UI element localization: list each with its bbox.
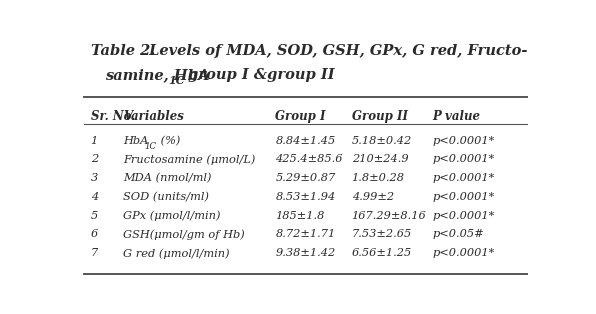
Text: 167.29±8.16: 167.29±8.16 [352,211,426,221]
Text: 2: 2 [91,154,98,164]
Text: p<0.0001*: p<0.0001* [433,248,495,258]
Text: samine, HbA: samine, HbA [104,68,209,82]
Text: p<0.0001*: p<0.0001* [433,136,495,146]
Text: 9.38±1.42: 9.38±1.42 [275,248,336,258]
Text: Levels of MDA, SOD, GSH, GPx, G red, Fructo-: Levels of MDA, SOD, GSH, GPx, G red, Fru… [144,44,527,58]
Text: Fructosamine (μmol/L): Fructosamine (μmol/L) [123,154,255,165]
Text: group I &group II: group I &group II [182,68,334,82]
Text: SOD (units/ml): SOD (units/ml) [123,192,209,202]
Text: 7.53±2.65: 7.53±2.65 [352,229,412,239]
Text: 425.4±85.6: 425.4±85.6 [275,154,343,164]
Text: p<0.05#: p<0.05# [433,229,484,239]
Text: 5: 5 [91,211,98,221]
Text: 4.99±2: 4.99±2 [352,192,394,202]
Text: 1.8±0.28: 1.8±0.28 [352,173,405,183]
Text: 8.53±1.94: 8.53±1.94 [275,192,336,202]
Text: 5.18±0.42: 5.18±0.42 [352,136,412,146]
Text: MDA (nmol/ml): MDA (nmol/ml) [123,173,212,183]
Text: P value: P value [433,110,480,123]
Text: 7: 7 [91,248,98,258]
Text: 185±1.8: 185±1.8 [275,211,325,221]
Text: (%): (%) [157,136,180,146]
Text: 210±24.9: 210±24.9 [352,154,408,164]
Text: 5.29±0.87: 5.29±0.87 [275,173,336,183]
Text: 6: 6 [91,229,98,239]
Text: 8.72±1.71: 8.72±1.71 [275,229,336,239]
Text: 6.56±1.25: 6.56±1.25 [352,248,412,258]
Text: 1C: 1C [168,75,184,86]
Text: Variables: Variables [123,110,184,123]
Text: HbA: HbA [123,136,148,146]
Text: 3: 3 [91,173,98,183]
Text: p<0.0001*: p<0.0001* [433,173,495,183]
Text: Sr. No.: Sr. No. [91,110,135,123]
Text: GSH(μmol/gm of Hb): GSH(μmol/gm of Hb) [123,229,245,240]
Text: Table 2.: Table 2. [91,44,155,58]
Text: Group I: Group I [275,110,326,123]
Text: p<0.0001*: p<0.0001* [433,154,495,164]
Text: Group II: Group II [352,110,408,123]
Text: 1: 1 [91,136,98,146]
Text: 1C: 1C [144,142,156,151]
Text: 4: 4 [91,192,98,202]
Text: GPx (μmol/l/min): GPx (μmol/l/min) [123,211,221,221]
Text: p<0.0001*: p<0.0001* [433,192,495,202]
Text: p<0.0001*: p<0.0001* [433,211,495,221]
Text: 8.84±1.45: 8.84±1.45 [275,136,336,146]
Text: G red (μmol/l/min): G red (μmol/l/min) [123,248,229,259]
